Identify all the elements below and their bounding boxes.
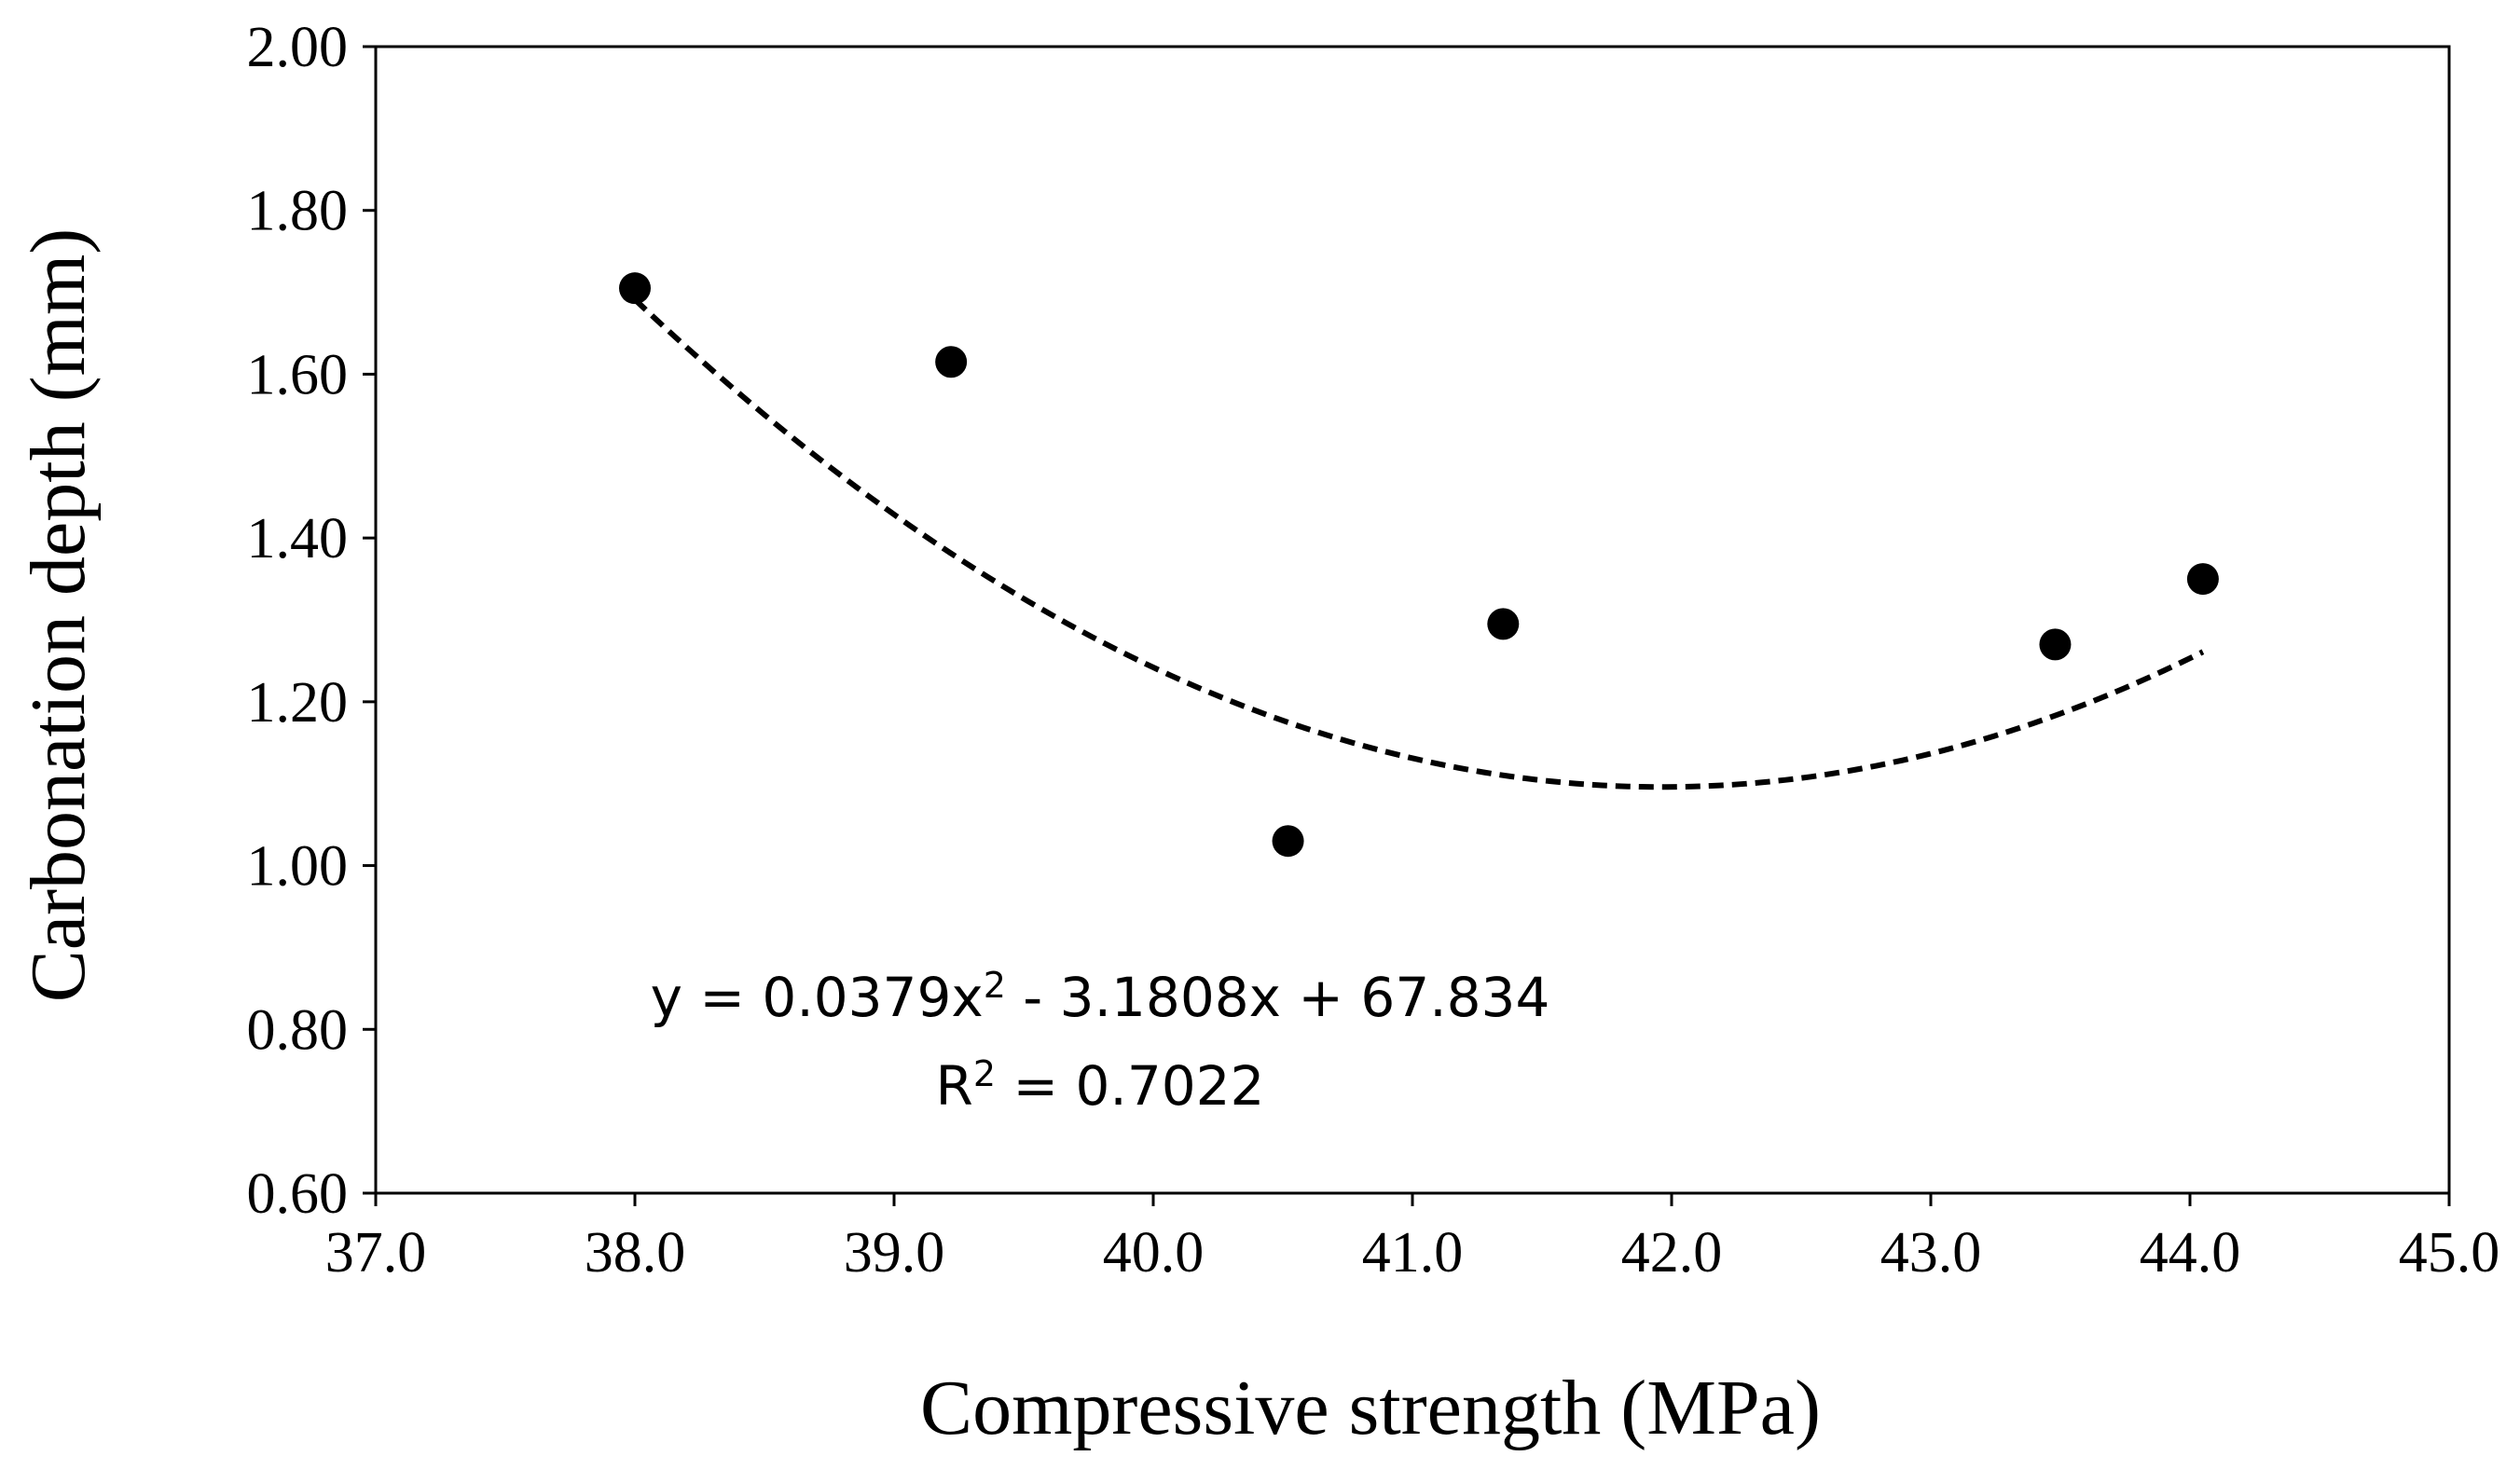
r-squared-prefix: R bbox=[936, 1054, 973, 1118]
y-tick-label: 1.80 bbox=[247, 180, 349, 243]
y-tick-label: 1.00 bbox=[247, 835, 349, 899]
data-point bbox=[1272, 825, 1304, 858]
trend-equation-suffix: - 3.1808x + 67.834 bbox=[1006, 966, 1549, 1029]
data-point bbox=[2186, 563, 2219, 596]
x-axis-ticks: 37.0 38.0 39.0 40.0 41.0 42.0 43.0 44.0 45.0 bbox=[325, 1193, 2500, 1285]
trend-equation-prefix: y = 0.0379x bbox=[651, 966, 984, 1029]
x-tick-label: 42.0 bbox=[1621, 1221, 1723, 1285]
y-axis-title: Carbonation depth (mm) bbox=[15, 228, 102, 1002]
trendline-path bbox=[632, 297, 2205, 790]
x-tick-label: 37.0 bbox=[325, 1221, 427, 1285]
x-tick-label: 44.0 bbox=[2140, 1221, 2241, 1285]
r-squared-suffix: = 0.7022 bbox=[996, 1054, 1264, 1118]
x-tick-label: 40.0 bbox=[1103, 1221, 1205, 1285]
data-point bbox=[619, 272, 651, 305]
y-axis-ticks: 0.60 0.80 1.00 1.20 1.40 1.60 1.80 2.00 bbox=[247, 16, 376, 1226]
x-tick-label: 45.0 bbox=[2399, 1221, 2500, 1285]
trendline bbox=[632, 297, 2205, 790]
y-tick-label: 0.60 bbox=[247, 1162, 349, 1226]
trend-equation-exponent: 2 bbox=[984, 965, 1006, 1006]
data-point bbox=[2039, 628, 2072, 661]
data-point bbox=[1487, 608, 1520, 640]
x-tick-label: 41.0 bbox=[1362, 1221, 1464, 1285]
x-tick-label: 38.0 bbox=[585, 1221, 686, 1285]
x-tick-label: 39.0 bbox=[844, 1221, 945, 1285]
x-axis-title: Compressive strength (MPa) bbox=[920, 1365, 1821, 1451]
y-tick-label: 0.80 bbox=[247, 998, 349, 1062]
data-points bbox=[619, 272, 2219, 858]
y-tick-label: 2.00 bbox=[247, 16, 349, 79]
r-squared-exponent: 2 bbox=[973, 1053, 996, 1094]
y-tick-label: 1.60 bbox=[247, 343, 349, 406]
data-point bbox=[935, 346, 968, 378]
r-squared: R2 = 0.7022 bbox=[936, 1053, 1265, 1118]
y-tick-label: 1.20 bbox=[247, 671, 349, 735]
y-tick-label: 1.40 bbox=[247, 507, 349, 570]
trend-equation: y = 0.0379x2 - 3.1808x + 67.834 bbox=[651, 965, 1550, 1029]
x-tick-label: 43.0 bbox=[1880, 1221, 1982, 1285]
